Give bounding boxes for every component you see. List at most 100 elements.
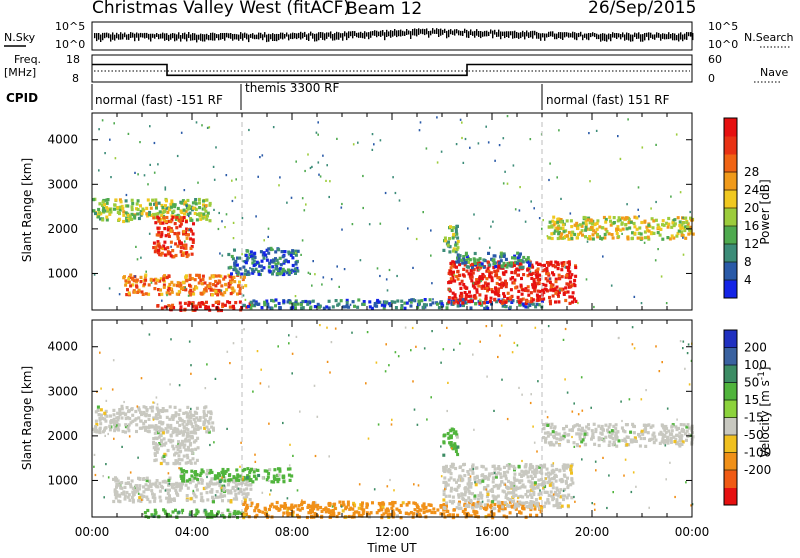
heatmap-cell xyxy=(369,511,373,515)
heatmap-cell xyxy=(519,258,523,263)
heatmap-cell xyxy=(322,306,326,310)
heatmap-cell xyxy=(148,500,152,504)
heatmap-cell xyxy=(164,489,167,492)
heatmap-cell xyxy=(486,306,490,310)
heatmap-cell xyxy=(585,425,589,429)
heatmap-cell xyxy=(204,289,208,293)
heatmap-cell xyxy=(509,484,513,488)
heatmap-cell xyxy=(179,305,183,309)
heatmap-cell xyxy=(223,303,227,307)
heatmap-cell xyxy=(103,428,106,432)
heatmap-cell xyxy=(182,473,186,477)
heatmap-cell xyxy=(101,209,105,213)
heatmap-cell xyxy=(190,448,194,452)
noise-sample xyxy=(326,32,328,39)
heatmap-cell xyxy=(569,483,573,487)
heatmap-cell xyxy=(469,485,473,489)
heatmap-cell xyxy=(612,430,616,434)
heatmap-cell xyxy=(186,431,190,435)
noise-sample xyxy=(170,33,172,40)
noise-sample xyxy=(260,32,262,39)
heatmap-cell xyxy=(245,495,249,499)
heatmap-cell xyxy=(390,502,393,506)
noise-sample xyxy=(152,33,154,38)
colorbar-segment xyxy=(724,208,737,227)
heatmap-cell xyxy=(229,362,231,365)
heatmap-cell xyxy=(281,255,285,259)
heatmap-cell xyxy=(556,262,560,266)
noise-sample xyxy=(514,30,516,39)
noise-sample xyxy=(132,32,134,38)
heatmap-cell xyxy=(184,240,186,243)
heatmap-cell xyxy=(432,298,434,301)
heatmap-cell xyxy=(227,252,231,257)
heatmap-cell xyxy=(219,274,223,278)
heatmap-cell xyxy=(165,215,169,220)
heatmap-cell xyxy=(199,492,203,496)
noise-sample xyxy=(418,28,420,35)
heatmap-cell xyxy=(512,281,516,285)
heatmap-cell xyxy=(310,514,313,518)
noise-sample xyxy=(244,32,246,38)
heatmap-cell xyxy=(194,423,198,428)
heatmap-cell xyxy=(252,390,254,393)
heatmap-cell xyxy=(172,486,176,490)
heatmap-cell xyxy=(139,275,143,279)
heatmap-cell xyxy=(542,297,546,301)
heatmap-cell xyxy=(456,478,460,482)
heatmap-cell xyxy=(459,118,462,121)
heatmap-cell xyxy=(449,476,453,480)
heatmap-cell xyxy=(422,306,425,310)
heatmap-cell xyxy=(504,474,508,478)
heatmap-cell xyxy=(189,416,193,420)
heatmap-cell xyxy=(573,284,577,288)
noise-sample xyxy=(660,34,662,41)
heatmap-cell xyxy=(552,443,556,447)
heatmap-cell xyxy=(469,294,473,298)
heatmap-cell xyxy=(198,214,202,218)
heatmap-cell xyxy=(188,215,190,218)
heatmap-cell xyxy=(190,245,194,249)
heatmap-cell xyxy=(270,480,274,484)
heatmap-cell xyxy=(169,514,173,518)
heatmap-cell xyxy=(385,507,389,511)
heatmap-cell xyxy=(468,468,472,472)
heatmap-cell xyxy=(462,161,465,164)
heatmap-cell xyxy=(115,424,119,428)
heatmap-cell xyxy=(282,261,286,265)
heatmap-cell xyxy=(493,502,497,507)
heatmap-cell xyxy=(188,459,192,463)
heatmap-cell xyxy=(463,511,467,515)
time-tick-label: 08:00 xyxy=(275,525,310,539)
noise-sample xyxy=(442,29,444,35)
heatmap-cell xyxy=(464,297,468,301)
heatmap-cell xyxy=(160,444,163,448)
heatmap-cell xyxy=(610,429,614,433)
heatmap-cell xyxy=(157,163,159,166)
heatmap-cell xyxy=(116,210,120,214)
heatmap-cell xyxy=(161,407,165,411)
heatmap-cell xyxy=(189,497,193,501)
heatmap-cell xyxy=(154,277,158,281)
heatmap-cell xyxy=(345,298,349,302)
heatmap-cell xyxy=(558,469,562,473)
heatmap-cell xyxy=(152,446,156,450)
heatmap-cell xyxy=(140,426,144,430)
heatmap-cell xyxy=(215,146,217,149)
heatmap-cell xyxy=(417,484,420,487)
heatmap-cell xyxy=(286,201,288,204)
heatmap-cell xyxy=(553,475,556,479)
heatmap-cell xyxy=(507,466,511,471)
heatmap-cell xyxy=(321,283,323,286)
noise-sample xyxy=(492,30,494,39)
heatmap-cell xyxy=(626,237,630,241)
heatmap-cell xyxy=(139,204,142,208)
heatmap-cell xyxy=(453,294,457,299)
heatmap-cell xyxy=(208,276,212,280)
heatmap-cell xyxy=(186,479,189,483)
heatmap-cell xyxy=(451,495,455,499)
heatmap-cell xyxy=(495,281,499,286)
heatmap-cell xyxy=(570,273,574,277)
heatmap-cell xyxy=(521,297,525,301)
heatmap-cell xyxy=(283,506,286,510)
